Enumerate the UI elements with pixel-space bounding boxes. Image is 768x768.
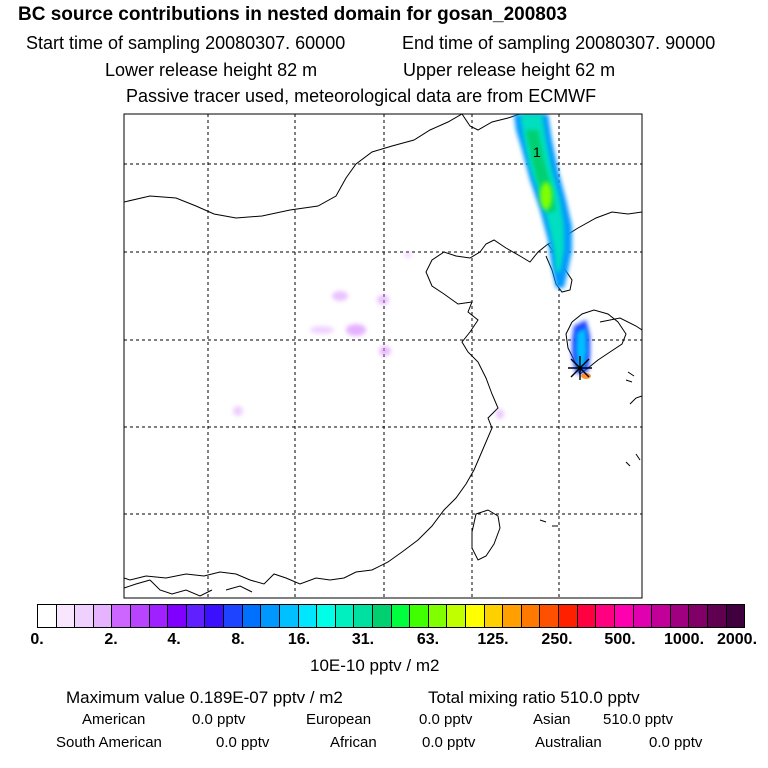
colorbar-segment — [335, 605, 355, 627]
european-value: 0.0 pptv — [419, 711, 473, 728]
colorbar-segment — [205, 605, 225, 627]
end-time: End time of sampling 20080307. 90000 — [402, 33, 716, 53]
south-american-label: South American — [56, 734, 162, 751]
colorbar-segment — [317, 605, 336, 627]
colorbar-segment — [614, 605, 634, 627]
colorbar-tick: 2. — [104, 631, 118, 648]
colorbar-segment — [56, 605, 76, 627]
australian-value: 0.0 pptv — [649, 734, 703, 751]
colorbar-segment — [112, 605, 132, 627]
american-value: 0.0 pptv — [192, 711, 246, 728]
tracer-note: Passive tracer used, meteorological data… — [126, 86, 597, 106]
colorbar-tick: 1000. — [663, 631, 705, 648]
colorbar-unit: 10E-10 pptv / m2 — [310, 656, 440, 675]
asian-value: 510.0 pptv — [603, 711, 674, 728]
colorbar-tick: 125. — [477, 631, 509, 648]
colorbar-tick: 250. — [541, 631, 573, 648]
colorbar-segment — [149, 605, 169, 627]
colorbar-segment — [372, 605, 392, 627]
plot-title: BC source contributions in nested domain… — [18, 4, 568, 25]
colorbar-tick: 0. — [30, 631, 44, 648]
max-value: Maximum value 0.189E-07 pptv / m2 — [66, 688, 343, 707]
colorbar-segment — [540, 605, 560, 627]
colorbar-segment — [652, 605, 671, 627]
colorbar-segment — [707, 605, 727, 627]
colorbar-segment — [633, 605, 653, 627]
start-time: Start time of sampling 20080307. 60000 — [26, 33, 346, 53]
colorbar — [37, 604, 745, 628]
colorbar-segment — [577, 605, 597, 627]
colorbar-tick: 31. — [351, 631, 375, 648]
african-label: African — [330, 734, 377, 751]
colorbar-tick: 8. — [231, 631, 245, 648]
colorbar-segment — [242, 605, 262, 627]
minor-sources — [233, 252, 504, 419]
upper-release-height: Upper release height 62 m — [403, 60, 616, 80]
european-label: European — [306, 711, 372, 728]
colorbar-tick: 16. — [287, 631, 311, 648]
colorbar-segment — [224, 605, 243, 627]
colorbar-segment — [391, 605, 411, 627]
colorbar-segment — [168, 605, 187, 627]
colorbar-tick: 63. — [416, 631, 440, 648]
colorbar-segment — [93, 605, 113, 627]
total-mixing-ratio: Total mixing ratio 510.0 pptv — [428, 688, 640, 707]
colorbar-tick: 4. — [167, 631, 181, 648]
colorbar-segment — [186, 605, 206, 627]
concentration-plume — [514, 114, 591, 379]
colorbar-segment — [596, 605, 615, 627]
colorbar-segment — [75, 605, 94, 627]
colorbar-segment — [410, 605, 429, 627]
colorbar-segment — [131, 605, 150, 627]
australian-label: Australian — [535, 734, 602, 751]
colorbar-segment — [466, 605, 485, 627]
american-label: American — [82, 711, 146, 728]
colorbar-segment — [484, 605, 504, 627]
colorbar-segment — [559, 605, 578, 627]
receptor-star-icon — [568, 356, 592, 380]
colorbar-segment — [447, 605, 467, 627]
colorbar-segment — [521, 605, 541, 627]
colorbar-segment — [261, 605, 280, 627]
colorbar-segment — [670, 605, 690, 627]
colorbar-segment — [689, 605, 708, 627]
south-american-value: 0.0 pptv — [216, 734, 270, 751]
lower-release-height: Lower release height 82 m — [105, 60, 318, 80]
map-frame — [123, 113, 643, 599]
colorbar-tick: 500. — [604, 631, 636, 648]
colorbar-segment — [279, 605, 299, 627]
contour-label: 1 — [533, 144, 541, 160]
asian-label: Asian — [533, 711, 571, 728]
colorbar-segment — [503, 605, 522, 627]
colorbar-segment — [298, 605, 318, 627]
lat-lon-grid — [124, 114, 642, 598]
colorbar-tick: 2000. — [716, 631, 758, 648]
colorbar-segment — [726, 605, 745, 627]
colorbar-segment — [354, 605, 373, 627]
colorbar-segment — [428, 605, 448, 627]
colorbar-segment — [38, 605, 57, 627]
african-value: 0.0 pptv — [422, 734, 476, 751]
